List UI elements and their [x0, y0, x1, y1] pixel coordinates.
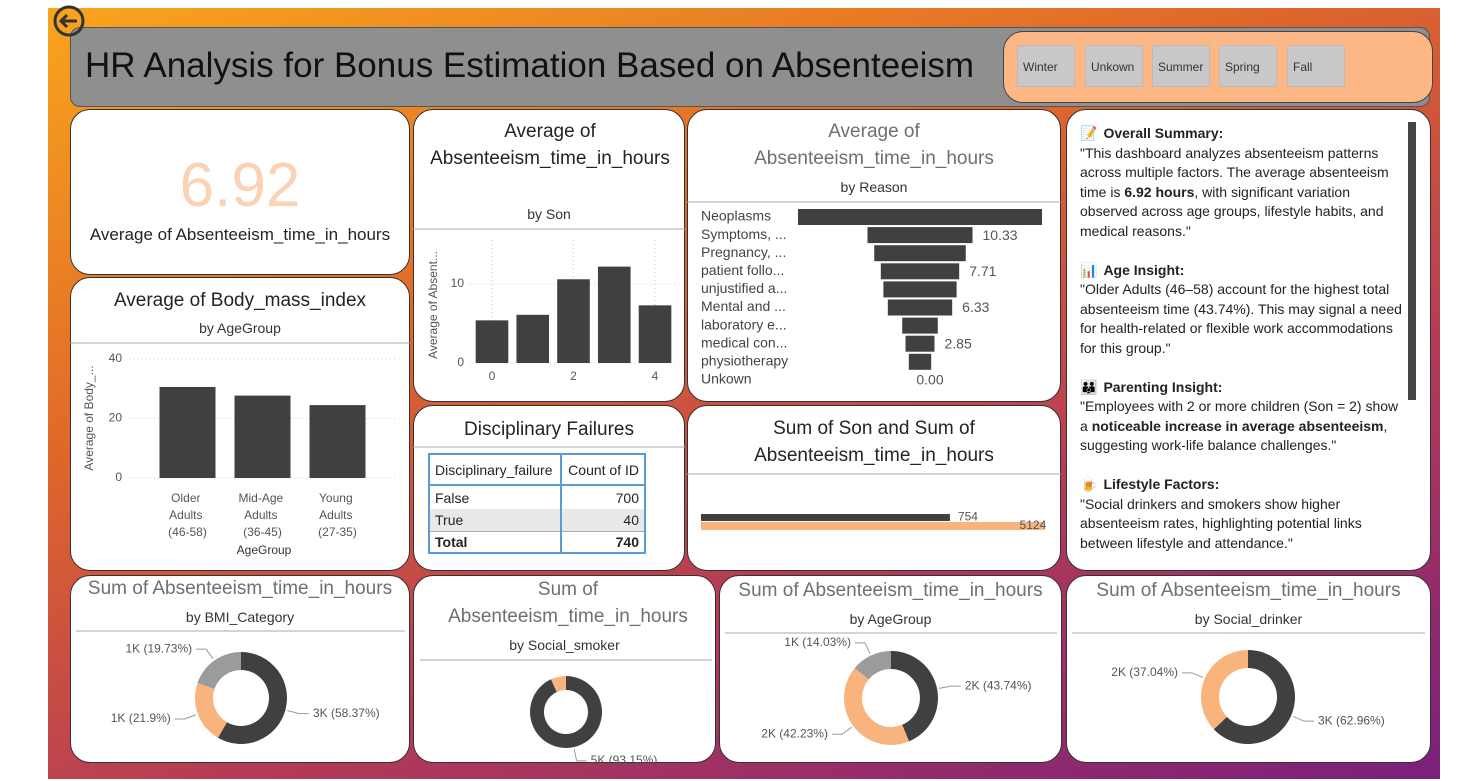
kpi-card: [70, 109, 410, 275]
heading: Age Insight:: [1103, 261, 1185, 278]
slicer-button[interactable]: Winter: [1017, 45, 1075, 87]
kpi-label: Average of Absenteeism_time_in_hours: [89, 225, 391, 244]
header-title: HR Analysis for Bonus Estimation Based o…: [85, 46, 975, 85]
table-wrap: Disciplinary_failure Count of ID False 70…: [428, 453, 646, 554]
heading: Lifestyle Factors:: [1103, 475, 1220, 492]
text: , with significant variation observed ac…: [1080, 183, 1384, 239]
chart-title: Sum of Absenteeism_time_in_hours: [1096, 580, 1401, 601]
summary-body: "This dashboard analyzes absenteeism pat…: [1080, 144, 1406, 242]
icon: 📊: [1080, 261, 1098, 278]
text: "Older Adults (46–58) account for the hi…: [1080, 281, 1402, 356]
text: "This dashboard analyzes absenteeism pat…: [1080, 144, 1389, 200]
summary-heading: 📊 Age Insight:: [1080, 261, 1406, 281]
column-header: Disciplinary_failure: [428, 453, 562, 486]
icon: 📝: [1080, 125, 1098, 141]
card: [1066, 109, 1431, 571]
kpi-value: 6.92: [179, 151, 301, 220]
scrollbar: [1408, 122, 1416, 400]
chart-title: Average of Absenteeism_time_in_hours: [430, 121, 670, 169]
chart-subtitle: by Son: [527, 206, 571, 222]
chart-subtitle: by AgeGroup: [849, 611, 932, 627]
summary-body: "Social drinkers and smokers show higher…: [1080, 495, 1406, 554]
chart-subtitle: by AgeGroup: [199, 320, 281, 336]
icon: 👪: [1080, 378, 1098, 395]
summary-body: "Employees with 2 or more children (Son …: [1080, 397, 1406, 456]
text: noticeable increase in average absenteei…: [1091, 417, 1384, 434]
summary-section: 📝 Overall Summary: "This dashboard analyze…: [1080, 124, 1406, 242]
chart-subtitle: by Reason: [840, 179, 908, 195]
slicer-button[interactable]: Unkown: [1085, 45, 1143, 87]
text: "Employees with 2 or more children (Son …: [1080, 398, 1399, 434]
text: "Social drinkers and smokers show higher…: [1080, 495, 1362, 551]
total-cell: 740: [560, 530, 646, 554]
summary-body: "Older Adults (46–58) account for the hi…: [1080, 280, 1406, 358]
summary-section: 🍺 Lifestyle Factors: "Social drinkers and …: [1080, 475, 1406, 553]
column-header: Count of ID: [560, 453, 646, 486]
icon: 🍺: [1080, 475, 1098, 492]
cell: 700: [560, 484, 646, 509]
cell: True: [428, 509, 561, 531]
card: [687, 405, 1061, 571]
cell: False: [428, 484, 561, 509]
heading: Parenting Insight:: [1103, 378, 1223, 395]
chart-subtitle: by Social_drinker: [1194, 611, 1303, 627]
summary-section: 👪 Parenting Insight: "Employees with 2 or …: [1080, 378, 1406, 456]
chart-title: Average of Body_mass_index: [113, 290, 367, 311]
chart-title: Sum of Absenteeism_time_in_hours: [87, 578, 393, 599]
summary-heading: 🍺 Lifestyle Factors:: [1080, 475, 1406, 495]
cell: 40: [560, 509, 646, 531]
chart-subtitle: by Social_smoker: [509, 637, 620, 653]
heading: Overall Summary:: [1103, 125, 1224, 141]
total-cell: Total: [428, 530, 561, 554]
chart-subtitle: by BMI_Category: [185, 609, 295, 625]
text: , suggesting work-life balance challenge…: [1080, 417, 1388, 454]
table: Disciplinary_failure Count of ID False 70…: [428, 453, 646, 554]
chart-title: Sum of Absenteeism_time_in_hours: [738, 580, 1043, 601]
card: [70, 575, 410, 763]
slicer-button[interactable]: Fall: [1287, 45, 1345, 87]
summary-section: 📊 Age Insight: "Older Adults (46–58) accou…: [1080, 261, 1406, 359]
slicer-button[interactable]: Summer: [1152, 45, 1210, 87]
summary-heading: 📝 Overall Summary:: [1080, 124, 1406, 144]
slicer-button[interactable]: Spring: [1219, 45, 1277, 87]
chart-title: Average of Absenteeism_time_in_hours: [754, 121, 994, 169]
table-title: Disciplinary Failures: [464, 419, 634, 440]
text: 6.92 hours: [1124, 183, 1195, 200]
chart-title: Sum of Absenteeism_time_in_hours: [448, 579, 688, 627]
chart-title: Sum of Son and Sum of Absenteeism_time_i…: [754, 418, 994, 466]
summary-heading: 👪 Parenting Insight:: [1080, 378, 1406, 398]
summary-text: 📝 Overall Summary: "This dashboard analyze…: [1080, 124, 1406, 572]
card: [687, 109, 1061, 402]
